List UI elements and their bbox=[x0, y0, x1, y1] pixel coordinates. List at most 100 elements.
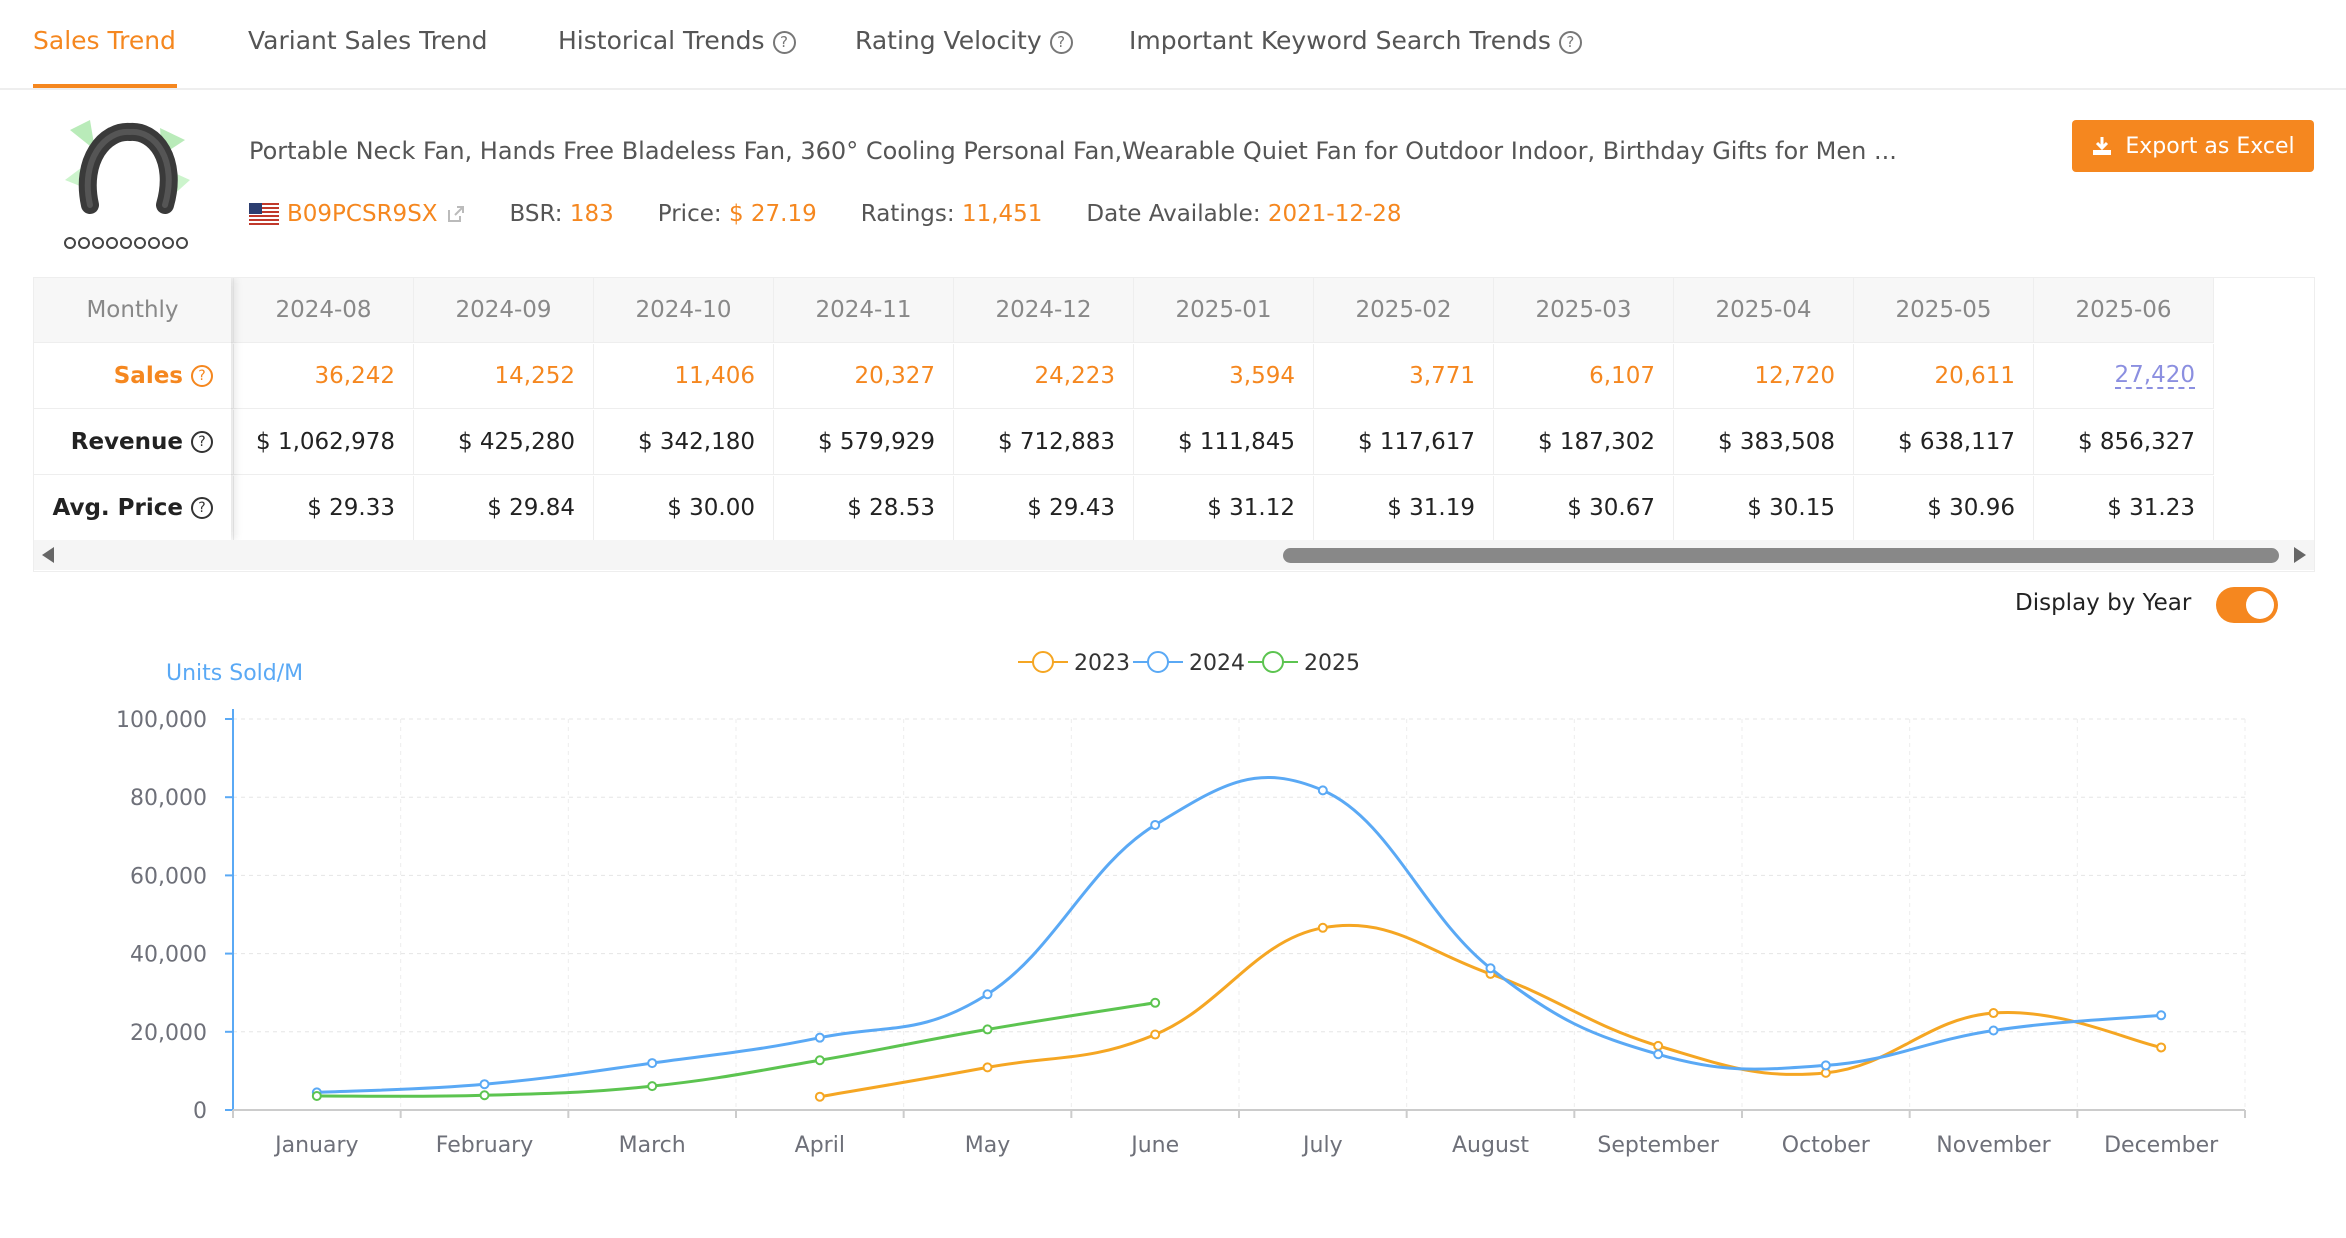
data-point-2023[interactable] bbox=[1317, 922, 1328, 933]
tab-rating-velocity[interactable]: Rating Velocity? bbox=[855, 26, 1073, 55]
question-icon[interactable]: ? bbox=[772, 31, 796, 54]
y-tick-label: 60,000 bbox=[130, 864, 207, 889]
question-icon[interactable]: ? bbox=[1049, 31, 1073, 54]
data-point-2024[interactable] bbox=[479, 1079, 490, 1090]
month-header-cell: 2025-03 bbox=[1494, 278, 1674, 343]
data-point-2023[interactable] bbox=[1150, 1029, 1161, 1040]
data-point-2024[interactable] bbox=[1988, 1025, 1999, 1036]
revenue-cell: $ 712,883 bbox=[954, 410, 1134, 475]
tab-variant-sales-trend[interactable]: Variant Sales Trend bbox=[248, 26, 488, 55]
x-tick-label: January bbox=[273, 1133, 358, 1158]
sales-cell: 3,771 bbox=[1314, 344, 1494, 409]
sales-cell: 6,107 bbox=[1494, 344, 1674, 409]
tab-keyword-search-trends[interactable]: Important Keyword Search Trends? bbox=[1129, 26, 1582, 55]
data-point-2025[interactable] bbox=[982, 1024, 993, 1035]
x-tick-label: February bbox=[436, 1133, 534, 1158]
tab-sales-trend[interactable]: Sales Trend bbox=[33, 26, 176, 55]
question-icon[interactable]: ? bbox=[191, 431, 213, 453]
data-point-2024[interactable] bbox=[1653, 1049, 1664, 1060]
tab-label: Rating Velocity bbox=[855, 26, 1042, 55]
series-line-2023 bbox=[819, 923, 2162, 1099]
data-point-2023[interactable] bbox=[1988, 1008, 1999, 1019]
scrollbar-thumb[interactable] bbox=[1283, 548, 2279, 563]
data-point-2024[interactable] bbox=[982, 989, 993, 1000]
sales-cell: 36,242 bbox=[234, 344, 414, 409]
data-point-2024[interactable] bbox=[1317, 785, 1328, 796]
data-point-2024[interactable] bbox=[1820, 1060, 1831, 1071]
question-icon[interactable]: ? bbox=[191, 497, 213, 519]
export-excel-button[interactable]: Export as Excel bbox=[2072, 120, 2314, 172]
table-scroll-area[interactable]: 2024-062024-072024-082024-092024-102024-… bbox=[34, 278, 2314, 540]
data-point-2024[interactable] bbox=[1150, 819, 1161, 830]
revenue-cell: $ 383,508 bbox=[1674, 410, 1854, 475]
legend-marker-2023[interactable] bbox=[1032, 651, 1054, 673]
avg-price-cell: $ 29.43 bbox=[954, 476, 1134, 540]
monthly-header: Monthly bbox=[34, 278, 231, 343]
data-point-2024[interactable] bbox=[2156, 1010, 2167, 1021]
monthly-table: 2024-062024-072024-082024-092024-102024-… bbox=[33, 277, 2315, 572]
avg-price-cell: $ 30.67 bbox=[1494, 476, 1674, 540]
product-meta: B09PCSR9SX BSR: 183 Price: $ 27.19 Ratin… bbox=[249, 198, 1446, 230]
legend-label-2023[interactable]: 2023 bbox=[1074, 651, 1130, 676]
y-tick-label: 100,000 bbox=[116, 708, 207, 733]
revenue-cell: $ 187,302 bbox=[1494, 410, 1674, 475]
revenue-cell: $ 1,062,978 bbox=[234, 410, 414, 475]
data-point-2025[interactable] bbox=[814, 1055, 825, 1066]
asin-link[interactable]: B09PCSR9SX bbox=[287, 201, 438, 227]
legend-label-2025[interactable]: 2025 bbox=[1304, 651, 1360, 676]
legend-marker-2024[interactable] bbox=[1147, 651, 1169, 673]
horizontal-scrollbar[interactable] bbox=[34, 540, 2314, 570]
legend-marker-2025[interactable] bbox=[1262, 651, 1284, 673]
data-point-2025[interactable] bbox=[647, 1081, 658, 1092]
product-title[interactable]: Portable Neck Fan, Hands Free Bladeless … bbox=[249, 137, 1897, 165]
month-header-cell: 2025-05 bbox=[1854, 278, 2034, 343]
avg-price-cell: $ 31.23 bbox=[2034, 476, 2214, 540]
data-point-2023[interactable] bbox=[2156, 1042, 2167, 1053]
price-value: $ 27.19 bbox=[728, 201, 817, 227]
data-point-2025[interactable] bbox=[1150, 997, 1161, 1008]
sales-cell: 12,720 bbox=[1674, 344, 1854, 409]
us-flag-icon bbox=[249, 203, 279, 225]
sales-cell: 14,252 bbox=[414, 344, 594, 409]
external-link-icon[interactable] bbox=[446, 204, 466, 224]
question-icon[interactable]: ? bbox=[191, 365, 213, 387]
x-tick-label: June bbox=[1129, 1133, 1179, 1158]
display-by-year-toggle[interactable] bbox=[2216, 587, 2278, 623]
x-tick-label: April bbox=[795, 1133, 845, 1158]
month-header-cell: 2024-12 bbox=[954, 278, 1134, 343]
legend-label-2024[interactable]: 2024 bbox=[1189, 651, 1245, 676]
data-point-2024[interactable] bbox=[814, 1032, 825, 1043]
sales-cell: 27,420 bbox=[2034, 344, 2214, 409]
x-tick-label: October bbox=[1782, 1133, 1871, 1158]
date-available-label: Date Available: bbox=[1086, 201, 1261, 227]
x-tick-label: November bbox=[1936, 1133, 2051, 1158]
y-tick-label: 80,000 bbox=[130, 786, 207, 811]
sales-row-label: Sales? bbox=[34, 344, 231, 409]
date-available-value: 2021-12-28 bbox=[1267, 201, 1402, 227]
tab-label: Variant Sales Trend bbox=[248, 26, 488, 55]
month-header-cell: 2025-02 bbox=[1314, 278, 1494, 343]
data-point-2023[interactable] bbox=[1653, 1040, 1664, 1051]
product-image[interactable] bbox=[50, 110, 202, 252]
tab-label: Important Keyword Search Trends bbox=[1129, 26, 1551, 55]
data-point-2023[interactable] bbox=[814, 1091, 825, 1102]
revenue-cell: $ 117,617 bbox=[1314, 410, 1494, 475]
month-header-cell: 2024-11 bbox=[774, 278, 954, 343]
data-point-2025[interactable] bbox=[311, 1090, 322, 1101]
avg-price-cell: $ 30.00 bbox=[594, 476, 774, 540]
data-point-2024[interactable] bbox=[1485, 963, 1496, 974]
data-point-2025[interactable] bbox=[479, 1090, 490, 1101]
question-icon[interactable]: ? bbox=[1558, 31, 1582, 54]
row-label-column: Monthly Sales? Revenue? Avg. Price? bbox=[34, 278, 231, 540]
x-tick-label: May bbox=[965, 1133, 1010, 1158]
x-tick-label: December bbox=[2104, 1133, 2219, 1158]
scroll-left-arrow-icon[interactable] bbox=[42, 547, 54, 563]
scroll-right-arrow-icon[interactable] bbox=[2294, 547, 2306, 563]
sales-link[interactable]: 27,420 bbox=[2114, 362, 2195, 389]
data-point-2024[interactable] bbox=[647, 1058, 658, 1069]
tab-label: Historical Trends bbox=[558, 26, 765, 55]
tab-historical-trends[interactable]: Historical Trends? bbox=[558, 26, 796, 55]
data-point-2023[interactable] bbox=[982, 1062, 993, 1073]
avg-price-cell: $ 31.19 bbox=[1314, 476, 1494, 540]
